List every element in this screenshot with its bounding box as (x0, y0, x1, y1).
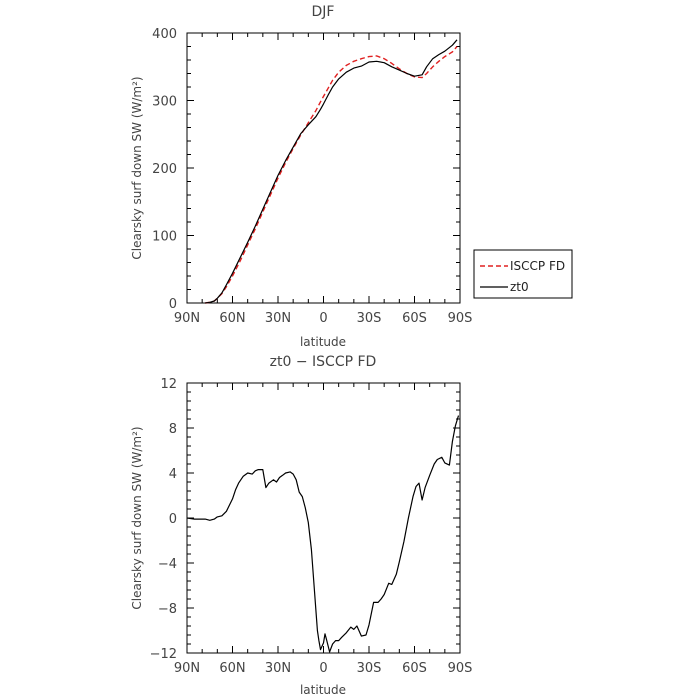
series-lines (186, 415, 460, 653)
chart-title: zt0 − ISCCP FD (270, 354, 377, 370)
series-line-difference (186, 415, 460, 653)
plot-frame (186, 32, 461, 304)
x-axis-label: latitude (300, 335, 346, 349)
x-tick-label: 90N (174, 311, 200, 326)
legend-label-isccp: ISCCP FD (510, 259, 565, 273)
series-line-zt0 (205, 39, 458, 304)
y-tick-label: 400 (152, 27, 177, 42)
y-tick-label: 8 (169, 422, 177, 437)
y-tick-label: 0 (169, 512, 177, 527)
tick-labels: 90N 60N 30N 0 30S 60S 90S −12 −8 −4 0 4 8 12 (150, 377, 473, 676)
panel-difference: zt0 − ISCCP FD 90N 60N 30N 0 30S 60S 90S −12 −8 −… (130, 354, 472, 697)
x-tick-label: 30S (357, 311, 382, 326)
x-tick-label: 90S (448, 661, 473, 676)
y-tick-label: −8 (158, 602, 177, 617)
tick-labels: 90N 60N 30N 0 30S 60S 90S 0 100 200 300 400 (152, 27, 472, 326)
panel-djf: DJF 90N 60N 30N 0 30S 60S 90S 0 100 200 300 400 lat… (130, 4, 472, 349)
x-tick-label: 90S (448, 311, 473, 326)
x-tick-label: 60S (402, 661, 427, 676)
y-axis-label: Clearsky surf down SW (W/m²) (130, 76, 144, 259)
x-tick-label: 60N (219, 661, 245, 676)
axis-ticks (186, 32, 461, 304)
series-line-isccp-fd (205, 46, 458, 304)
y-tick-label: −4 (158, 557, 177, 572)
x-tick-label: 0 (319, 311, 327, 326)
legend: ISCCP FD zt0 (473, 249, 573, 299)
x-axis-label: latitude (300, 683, 346, 697)
x-tick-label: 30N (265, 311, 291, 326)
x-tick-label: 60S (402, 311, 427, 326)
plot-frame (186, 382, 461, 654)
y-tick-label: 100 (152, 230, 177, 245)
x-tick-label: 30N (265, 661, 291, 676)
chart-title: DJF (312, 4, 335, 20)
y-tick-label: 12 (160, 377, 177, 392)
y-axis-label: Clearsky surf down SW (W/m²) (130, 426, 144, 609)
y-tick-label: −12 (150, 647, 177, 662)
x-tick-label: 60N (219, 311, 245, 326)
y-tick-label: 200 (152, 162, 177, 177)
legend-label-zt0: zt0 (510, 280, 529, 294)
y-tick-label: 4 (169, 467, 177, 482)
x-tick-label: 0 (319, 661, 327, 676)
x-tick-label: 30S (357, 661, 382, 676)
legend-box (473, 249, 573, 299)
y-tick-label: 300 (152, 95, 177, 110)
axis-ticks (186, 382, 461, 654)
x-tick-label: 90N (174, 661, 200, 676)
y-tick-label: 0 (169, 297, 177, 312)
series-lines (205, 39, 458, 304)
